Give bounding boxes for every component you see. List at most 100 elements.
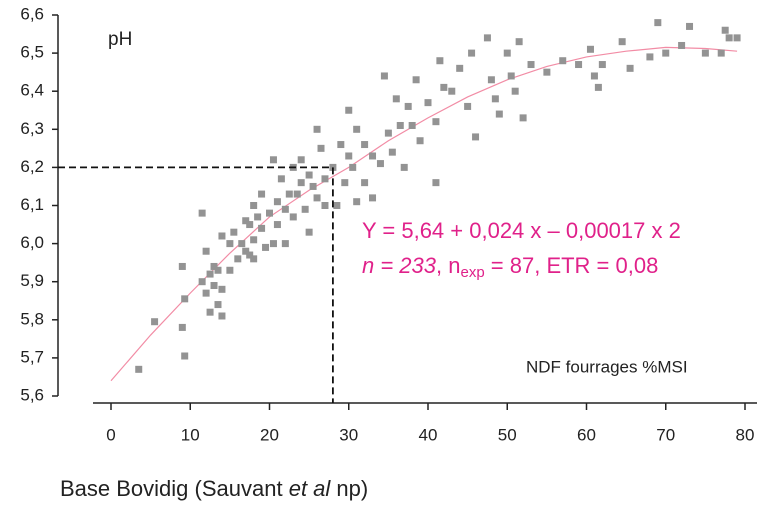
x-tick-label: 50 — [498, 425, 517, 444]
y-label: pH — [108, 29, 132, 50]
point — [618, 38, 626, 46]
point — [388, 148, 396, 156]
point — [305, 171, 313, 179]
caption-part: Base Bovidig (Sauvant — [60, 476, 289, 501]
point — [448, 87, 456, 95]
point — [733, 34, 741, 42]
point — [590, 72, 598, 80]
point — [214, 266, 222, 274]
y-tick-label: 6,6 — [20, 4, 44, 23]
point — [234, 255, 242, 263]
point — [654, 19, 662, 27]
point — [468, 49, 476, 57]
point — [281, 240, 289, 248]
point — [701, 49, 709, 57]
point — [337, 141, 345, 149]
point — [317, 144, 325, 152]
point — [686, 22, 694, 30]
point — [202, 247, 210, 255]
point — [575, 61, 583, 69]
point — [305, 228, 313, 236]
point — [309, 182, 317, 190]
point — [408, 121, 416, 129]
point — [503, 49, 511, 57]
point — [273, 198, 281, 206]
point — [384, 129, 392, 137]
point — [543, 68, 551, 76]
point — [717, 49, 725, 57]
point — [218, 232, 226, 240]
point — [242, 247, 250, 255]
point — [594, 83, 602, 91]
stats-part: = 87, ETR = 0,08 — [485, 253, 659, 278]
point — [206, 270, 214, 278]
point — [181, 295, 189, 303]
point — [301, 205, 309, 213]
point — [586, 45, 594, 53]
point — [349, 163, 357, 171]
point — [432, 118, 440, 126]
point — [273, 221, 281, 229]
caption-part: et al — [289, 476, 332, 501]
point — [297, 156, 305, 164]
equation: Y = 5,64 + 0,024 x – 0,00017 x 2 — [362, 218, 681, 243]
point — [181, 352, 189, 360]
stats: n = 233, nexp = 87, ETR = 0,08 — [362, 253, 658, 281]
point — [269, 156, 277, 164]
point — [254, 213, 262, 221]
point — [662, 49, 670, 57]
point — [258, 224, 266, 232]
caption-part: np) — [330, 476, 368, 501]
point — [210, 262, 218, 270]
point — [424, 99, 432, 107]
x-tick-label: 30 — [339, 425, 358, 444]
point — [361, 141, 369, 149]
point — [464, 102, 472, 110]
point — [333, 202, 341, 209]
point — [226, 240, 234, 248]
point — [313, 125, 321, 133]
stats-part: exp — [460, 264, 484, 281]
point — [598, 61, 606, 69]
point — [369, 152, 377, 160]
point — [321, 202, 329, 209]
stats-part: n = 233 — [362, 253, 437, 278]
point — [246, 251, 254, 259]
caption: Base Bovidig (Sauvant et al np) — [60, 476, 368, 501]
point — [527, 61, 535, 69]
y-tick-label: 5,8 — [20, 309, 44, 328]
point — [178, 262, 186, 270]
point — [281, 205, 289, 213]
point — [135, 365, 143, 373]
point — [285, 190, 293, 198]
point — [206, 308, 214, 316]
point — [289, 213, 297, 221]
point — [487, 76, 495, 84]
y-tick-label: 6,0 — [20, 233, 44, 252]
point — [440, 83, 448, 91]
x-tick-label: 40 — [419, 425, 438, 444]
point — [519, 114, 527, 122]
point — [242, 217, 250, 225]
point — [483, 34, 491, 42]
point — [646, 53, 654, 61]
point — [266, 209, 273, 217]
point — [559, 57, 567, 65]
point — [202, 289, 210, 297]
point — [345, 106, 353, 114]
point — [345, 152, 353, 160]
point — [472, 133, 480, 141]
point — [412, 76, 420, 84]
point — [313, 194, 321, 202]
y-tick-label: 6,4 — [20, 81, 44, 100]
stats-part: , n — [436, 253, 460, 278]
point — [214, 301, 222, 309]
point — [436, 57, 444, 65]
point — [277, 175, 285, 183]
x-tick-label: 20 — [260, 425, 279, 444]
y-tick-label: 6,5 — [20, 43, 44, 62]
point — [218, 312, 226, 320]
point — [396, 121, 404, 129]
y-tick-label: 5,6 — [20, 385, 44, 404]
